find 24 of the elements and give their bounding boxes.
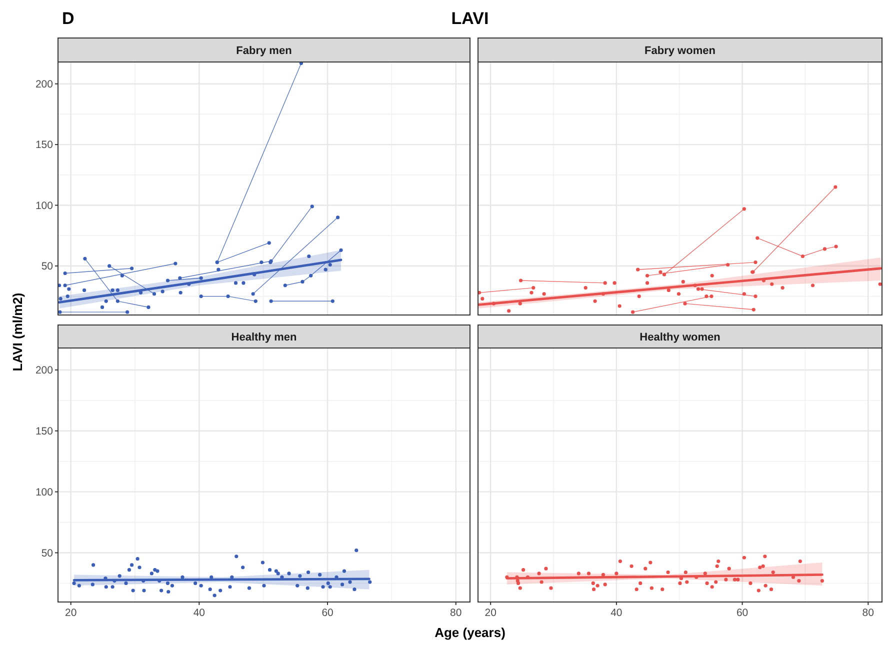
- x-tick-label: 80: [450, 607, 462, 619]
- y-tick-label: 150: [35, 425, 54, 438]
- y-tick-label: 200: [35, 78, 54, 90]
- text: D: [62, 9, 74, 28]
- x-axis-title: Age (years): [434, 625, 506, 640]
- y-tick-label: 200: [35, 364, 54, 376]
- chart-title: Healthy women: [640, 332, 721, 344]
- chart-title: Healthy men: [231, 332, 297, 344]
- x-tick-label: 60: [322, 607, 334, 619]
- x-tick-label: 60: [736, 607, 748, 619]
- y-tick-label: 150: [35, 139, 54, 152]
- x-tick-label: 40: [193, 607, 206, 619]
- x-tick-label: 20: [484, 607, 497, 619]
- y-tick-label: 50: [41, 260, 54, 272]
- chart-title: Fabry men: [236, 45, 292, 57]
- x-tick-label: 20: [64, 607, 77, 619]
- x-tick-label: 40: [610, 607, 622, 619]
- y-tick-label: 100: [35, 200, 54, 212]
- y-tick-label: 50: [41, 547, 54, 560]
- y-tick-label: 100: [35, 486, 54, 498]
- x-tick-label: 80: [862, 607, 874, 619]
- y-axis-title: LAVI (ml/m2): [10, 292, 25, 372]
- text: LAVI: [451, 9, 489, 28]
- chart-title: Fabry women: [644, 45, 716, 57]
